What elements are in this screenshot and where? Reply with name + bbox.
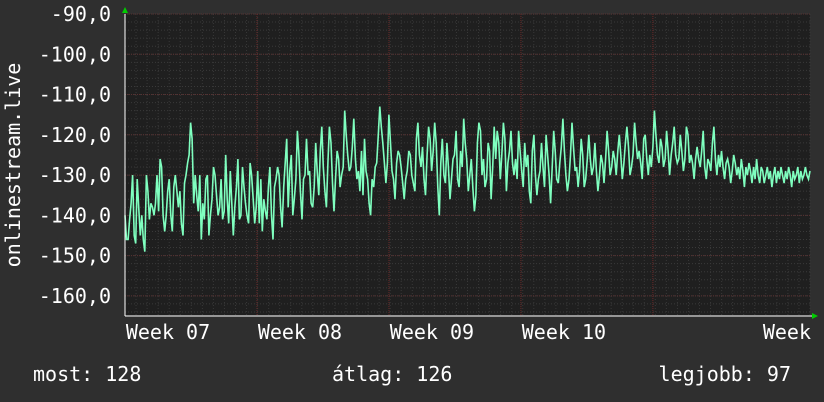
x-tick-label: Week 08 bbox=[258, 320, 342, 344]
y-tick-label: -140,0 bbox=[39, 203, 111, 227]
y-tick-label: -90,0 bbox=[51, 2, 111, 26]
average-value: átlag: 126 bbox=[332, 362, 453, 386]
x-axis: Week 07 Week 08 Week 09 Week 10 Week bbox=[126, 320, 811, 344]
y-axis-label: onlinestream.live bbox=[1, 63, 25, 268]
y-tick-label: -130,0 bbox=[39, 163, 111, 187]
x-tick-label: Week bbox=[763, 320, 811, 344]
current-value: most: 128 bbox=[33, 362, 142, 386]
x-tick-label: Week 10 bbox=[522, 320, 606, 344]
y-axis-arrow-icon bbox=[122, 7, 128, 13]
series-line bbox=[124, 106, 811, 252]
best-value: legjobb: 97 bbox=[658, 362, 791, 386]
x-tick-label: Week 07 bbox=[126, 320, 210, 344]
y-axis: -90,0 -100,0 -110,0 -120,0 -130,0 -140,0 -150,… bbox=[39, 2, 111, 308]
y-tick-label: -150,0 bbox=[39, 244, 111, 268]
x-axis-arrow-icon bbox=[812, 313, 818, 319]
x-tick-label: Week 09 bbox=[390, 320, 474, 344]
y-tick-label: -100,0 bbox=[39, 42, 111, 66]
y-tick-label: -160,0 bbox=[39, 284, 111, 308]
y-tick-label: -120,0 bbox=[39, 123, 111, 147]
y-tick-label: -110,0 bbox=[39, 83, 111, 107]
